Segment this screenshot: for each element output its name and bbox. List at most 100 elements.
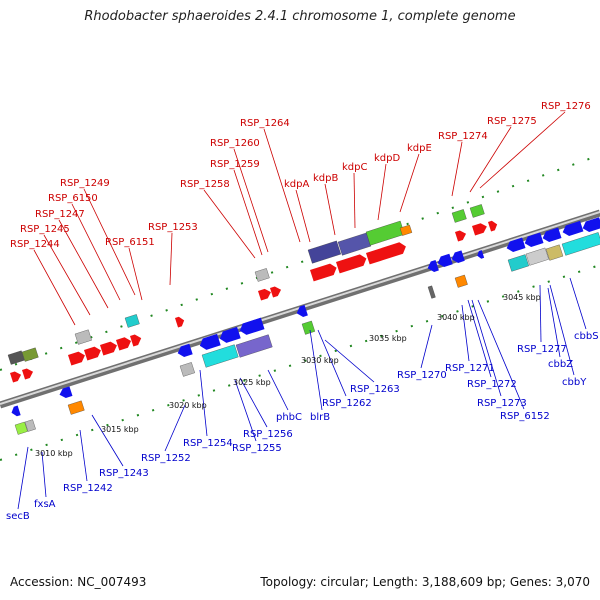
gene-feature (469, 204, 485, 218)
gene-feature (301, 320, 316, 335)
leader-line (128, 247, 143, 301)
leader-line (479, 111, 566, 189)
leader-line (79, 429, 88, 482)
gene-feature (336, 254, 367, 274)
gene-feature (84, 346, 101, 361)
gene-label-rsp-1274: RSP_1274 (438, 131, 488, 142)
genome-stats-text: Topology: circular; Length: 3,188,609 bp… (260, 575, 590, 589)
gene-feature (130, 334, 142, 347)
gene-feature (7, 350, 25, 365)
gene-feature (562, 220, 584, 236)
gene-feature (337, 232, 372, 256)
gene-label-rsp-1271: RSP_1271 (445, 363, 495, 374)
gene-feature (11, 405, 21, 417)
gene-feature (472, 223, 487, 236)
gene-label-rsp-1275: RSP_1275 (487, 116, 537, 127)
gene-feature (561, 232, 600, 256)
leader-line (199, 369, 208, 437)
leader-line (233, 148, 269, 253)
gene-label-rsp-1245: RSP_1245 (20, 224, 70, 235)
gene-label-cbbz: cbbZ (548, 359, 573, 370)
tick-label: 3045 kbp (503, 293, 541, 302)
leader-line (569, 277, 587, 330)
gene-feature (542, 227, 562, 242)
tick-label: 3010 kbp (35, 449, 73, 458)
gene-label-rsp-1277: RSP_1277 (517, 344, 567, 355)
gene-label-rsp-1249: RSP_1249 (60, 178, 110, 189)
leader-line (295, 189, 311, 243)
gene-feature (235, 334, 273, 358)
gene-feature (10, 371, 22, 383)
position-ticks: 3010 kbp 3015 kbp 3020 kbp 3025 kbp 3030 kbp… (35, 293, 541, 458)
gene-feature (477, 250, 485, 259)
gene-feature (310, 263, 337, 282)
leader-line (33, 249, 76, 326)
gene-label-kdpa: kdpA (284, 179, 309, 190)
gene-feature (74, 329, 92, 345)
gene-feature (59, 386, 73, 398)
gene-feature (100, 341, 117, 356)
gene-feature (14, 421, 28, 435)
gene-label-kdpe: kdpE (407, 143, 432, 154)
gene-feature (366, 242, 406, 265)
tick-label: 3040 kbp (437, 313, 475, 322)
gene-feature (254, 268, 270, 282)
leader-line (263, 128, 301, 243)
tick-label: 3015 kbp (101, 425, 139, 434)
map-title: Rhodobacter sphaeroides 2.4.1 chromosome… (84, 9, 516, 24)
gene-feature (507, 254, 529, 272)
gene-label-rsp-1256: RSP_1256 (243, 429, 293, 440)
gene-feature (22, 368, 34, 380)
leader-line (353, 172, 356, 229)
gene-label-fxsa: fxsA (34, 499, 56, 510)
gene-feature (524, 232, 544, 247)
leader-line (399, 153, 420, 213)
leader-line (477, 299, 525, 410)
gene-label-rsp-6152: RSP_6152 (500, 411, 550, 422)
gene-label-secb: secB (6, 511, 30, 522)
gene-label-rsp-1247: RSP_1247 (35, 209, 85, 220)
gene-label-kdpb: kdpB (313, 173, 338, 184)
leader-line (71, 203, 121, 301)
gene-feature (68, 351, 85, 366)
gene-label-kdpd: kdpD (374, 153, 400, 164)
gene-feature (454, 274, 468, 288)
gene-label-rsp-1273: RSP_1273 (477, 398, 527, 409)
gene-feature (296, 304, 308, 317)
leader-line (233, 169, 263, 256)
leader-line (164, 404, 186, 452)
leader-line (539, 284, 542, 343)
gene-feature (525, 247, 549, 266)
leader-line (467, 299, 492, 378)
accession-text: Accession: NC_007493 (10, 575, 147, 589)
gene-feature (582, 217, 600, 232)
gene-label-rsp-1243: RSP_1243 (99, 468, 149, 479)
gene-feature (124, 314, 140, 328)
gene-label-rsp-1260: RSP_1260 (210, 138, 260, 149)
gene-label-cbbs: cbbS (574, 331, 599, 342)
gene-features (7, 204, 600, 435)
gene-feature (177, 343, 193, 357)
leader-line (17, 446, 29, 510)
leader-line (203, 189, 256, 259)
gene-feature (116, 337, 132, 351)
leader-line (547, 287, 561, 358)
leader-line (324, 183, 336, 236)
gene-feature (270, 286, 282, 298)
gene-feature (201, 344, 239, 368)
gene-label-rsp-1252: RSP_1252 (141, 453, 191, 464)
leader-line (461, 304, 470, 362)
leader-line (267, 369, 289, 411)
gene-feature (67, 400, 85, 415)
leader-line (317, 329, 347, 397)
gene-feature (455, 230, 467, 242)
gene-feature (427, 259, 439, 272)
gene-label-phbc: phbC (276, 412, 302, 423)
gene-label-blrb: blrB (310, 412, 330, 423)
gene-label-rsp-1272: RSP_1272 (467, 379, 517, 390)
gene-label-rsp-1258: RSP_1258 (180, 179, 230, 190)
leader-line (324, 339, 375, 383)
gene-label-cbby: cbbY (562, 377, 587, 388)
gene-label-rsp-1255: RSP_1255 (232, 443, 282, 454)
gene-feature (451, 250, 465, 263)
